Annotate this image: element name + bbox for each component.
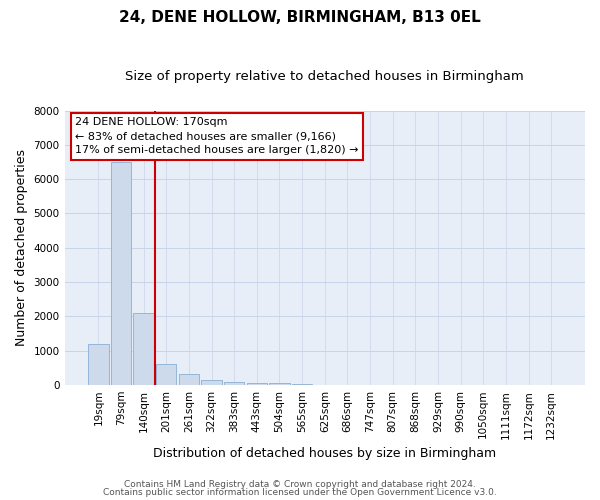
Text: Contains public sector information licensed under the Open Government Licence v3: Contains public sector information licen… bbox=[103, 488, 497, 497]
Bar bbox=[247, 383, 267, 385]
Text: 24, DENE HOLLOW, BIRMINGHAM, B13 0EL: 24, DENE HOLLOW, BIRMINGHAM, B13 0EL bbox=[119, 10, 481, 25]
Bar bbox=[269, 384, 290, 385]
Bar bbox=[133, 313, 154, 385]
X-axis label: Distribution of detached houses by size in Birmingham: Distribution of detached houses by size … bbox=[153, 447, 496, 460]
Bar bbox=[179, 374, 199, 385]
Bar bbox=[224, 382, 244, 385]
Text: Contains HM Land Registry data © Crown copyright and database right 2024.: Contains HM Land Registry data © Crown c… bbox=[124, 480, 476, 489]
Bar bbox=[202, 380, 222, 385]
Bar bbox=[292, 384, 313, 385]
Bar bbox=[156, 364, 176, 385]
Title: Size of property relative to detached houses in Birmingham: Size of property relative to detached ho… bbox=[125, 70, 524, 83]
Bar bbox=[111, 162, 131, 385]
Text: 24 DENE HOLLOW: 170sqm
← 83% of detached houses are smaller (9,166)
17% of semi-: 24 DENE HOLLOW: 170sqm ← 83% of detached… bbox=[75, 118, 358, 156]
Y-axis label: Number of detached properties: Number of detached properties bbox=[15, 150, 28, 346]
Bar bbox=[88, 344, 109, 385]
